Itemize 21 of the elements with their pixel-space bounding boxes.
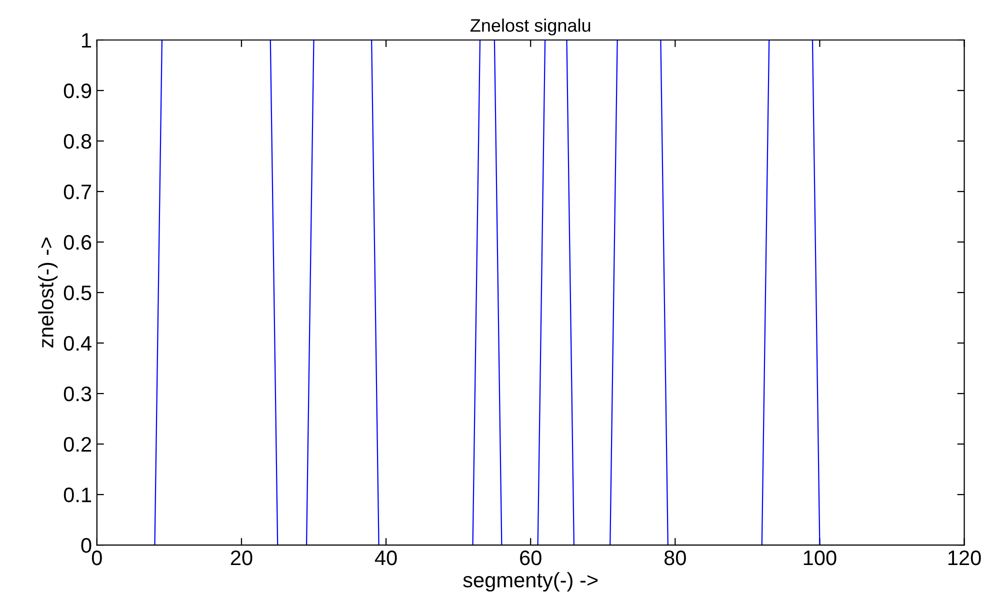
x-tick-label: 120 [948,550,981,566]
y-tick-label: 0.4 [64,336,92,351]
x-tick-label: 60 [520,550,542,566]
x-axis-title: segmenty(-) -> [463,572,598,592]
y-tick-label: 1 [82,33,92,48]
y-axis-title: znelost(-) -> [38,238,58,348]
chart-title: Znelost signalu [470,18,590,36]
y-tick-label: 0.2 [64,437,92,452]
y-tick-label: 0.8 [64,134,92,149]
y-tick-label: 0 [81,538,92,553]
y-tick-label: 0.3 [64,386,92,402]
x-tick-label: 100 [804,550,836,566]
x-tick-label: 20 [230,550,252,566]
y-tick-label: 0.7 [64,184,92,200]
y-tick-label: 0.5 [64,286,92,300]
x-tick-label: 80 [664,550,686,566]
y-tick-label: 0.9 [64,84,92,98]
x-tick-label: 40 [374,550,397,566]
x-tick-label: 0 [92,550,102,566]
y-tick-label: 0.6 [64,235,92,250]
y-tick-label: 0.1 [64,488,92,502]
